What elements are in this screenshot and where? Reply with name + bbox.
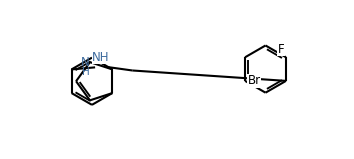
- Text: F: F: [278, 43, 284, 55]
- Text: NH: NH: [92, 51, 110, 64]
- Text: H: H: [82, 67, 90, 77]
- Text: Br: Br: [247, 74, 261, 87]
- Text: N: N: [81, 56, 90, 69]
